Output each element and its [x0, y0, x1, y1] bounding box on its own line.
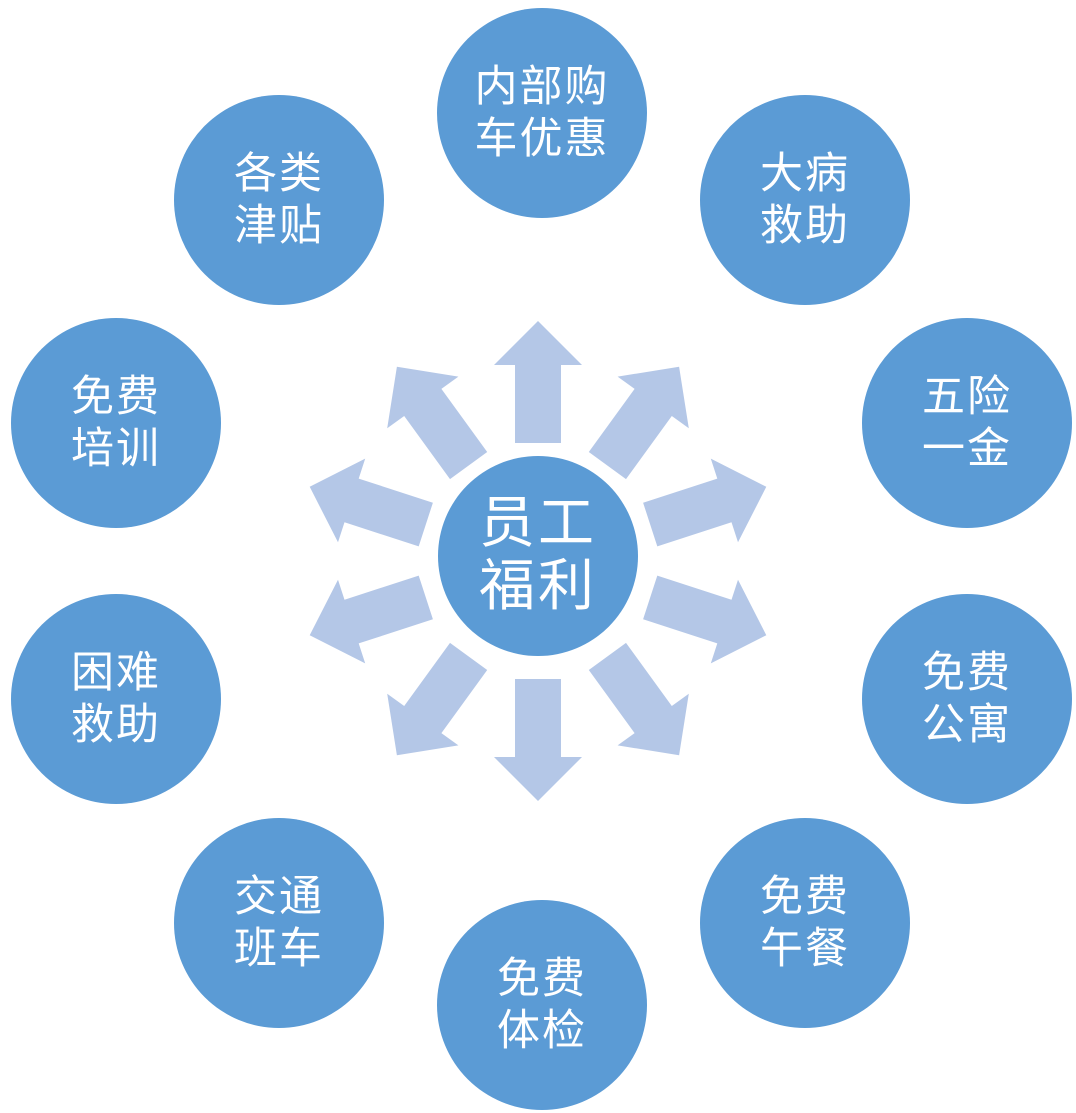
- arrow-to-shuttle-bus: [387, 642, 488, 756]
- benefit-node-hardship-aid: 困难 救助: [11, 594, 221, 804]
- benefit-label-line2: 体检: [497, 1006, 587, 1056]
- arrow-to-insurance-fund: [643, 458, 767, 547]
- benefit-label-line1: 交通: [234, 871, 324, 922]
- benefit-node-shuttle-bus: 交通 班车: [174, 818, 384, 1028]
- arrow-to-free-checkup: [494, 679, 582, 801]
- arrow-to-car-purchase-discount: [494, 321, 582, 443]
- center-label-line2: 福利: [479, 554, 597, 619]
- benefit-label-line1: 困难: [71, 647, 161, 698]
- benefit-node-allowances: 各类 津贴: [174, 95, 384, 305]
- benefit-node-free-training: 免费 培训: [11, 318, 221, 528]
- benefit-label-line2: 午餐: [760, 924, 850, 974]
- benefit-label-line2: 班车: [234, 924, 324, 974]
- arrow-to-allowances: [387, 366, 488, 480]
- benefit-label-line2: 一金: [922, 424, 1012, 474]
- benefit-label-line1: 各类: [234, 148, 324, 199]
- benefit-label-line1: 免费: [497, 953, 587, 1004]
- arrow-to-free-lunch: [588, 642, 689, 756]
- benefit-label-line2: 救助: [760, 201, 850, 251]
- benefit-node-serious-illness-aid: 大病 救助: [700, 95, 910, 305]
- benefit-node-car-purchase-discount: 内部购 车优惠: [437, 8, 647, 218]
- benefit-label-line2: 公寓: [922, 700, 1012, 750]
- benefit-label-line1: 五险: [922, 371, 1012, 422]
- benefit-label-line1: 免费: [760, 871, 850, 922]
- arrow-to-serious-illness-aid: [588, 366, 689, 480]
- benefit-label-line1: 免费: [71, 371, 161, 422]
- benefit-label-line2: 救助: [71, 700, 161, 750]
- arrow-to-hardship-aid: [309, 575, 433, 664]
- benefit-node-free-checkup: 免费 体检: [437, 900, 647, 1110]
- arrow-to-free-apartment: [643, 575, 767, 664]
- center-node: 员工 福利: [438, 456, 638, 656]
- benefit-label-line1: 内部购: [474, 61, 610, 112]
- benefit-label-line2: 车优惠: [474, 114, 610, 164]
- benefit-label-line1: 免费: [922, 647, 1012, 698]
- benefit-label-line1: 大病: [760, 148, 850, 199]
- benefit-node-free-apartment: 免费 公寓: [862, 594, 1072, 804]
- arrow-to-free-training: [309, 458, 433, 547]
- benefit-label-line2: 津贴: [234, 201, 324, 251]
- center-label-line1: 员工: [479, 491, 597, 557]
- benefit-node-insurance-fund: 五险 一金: [862, 318, 1072, 528]
- benefit-label-line2: 培训: [71, 424, 161, 474]
- benefit-node-free-lunch: 免费 午餐: [700, 818, 910, 1028]
